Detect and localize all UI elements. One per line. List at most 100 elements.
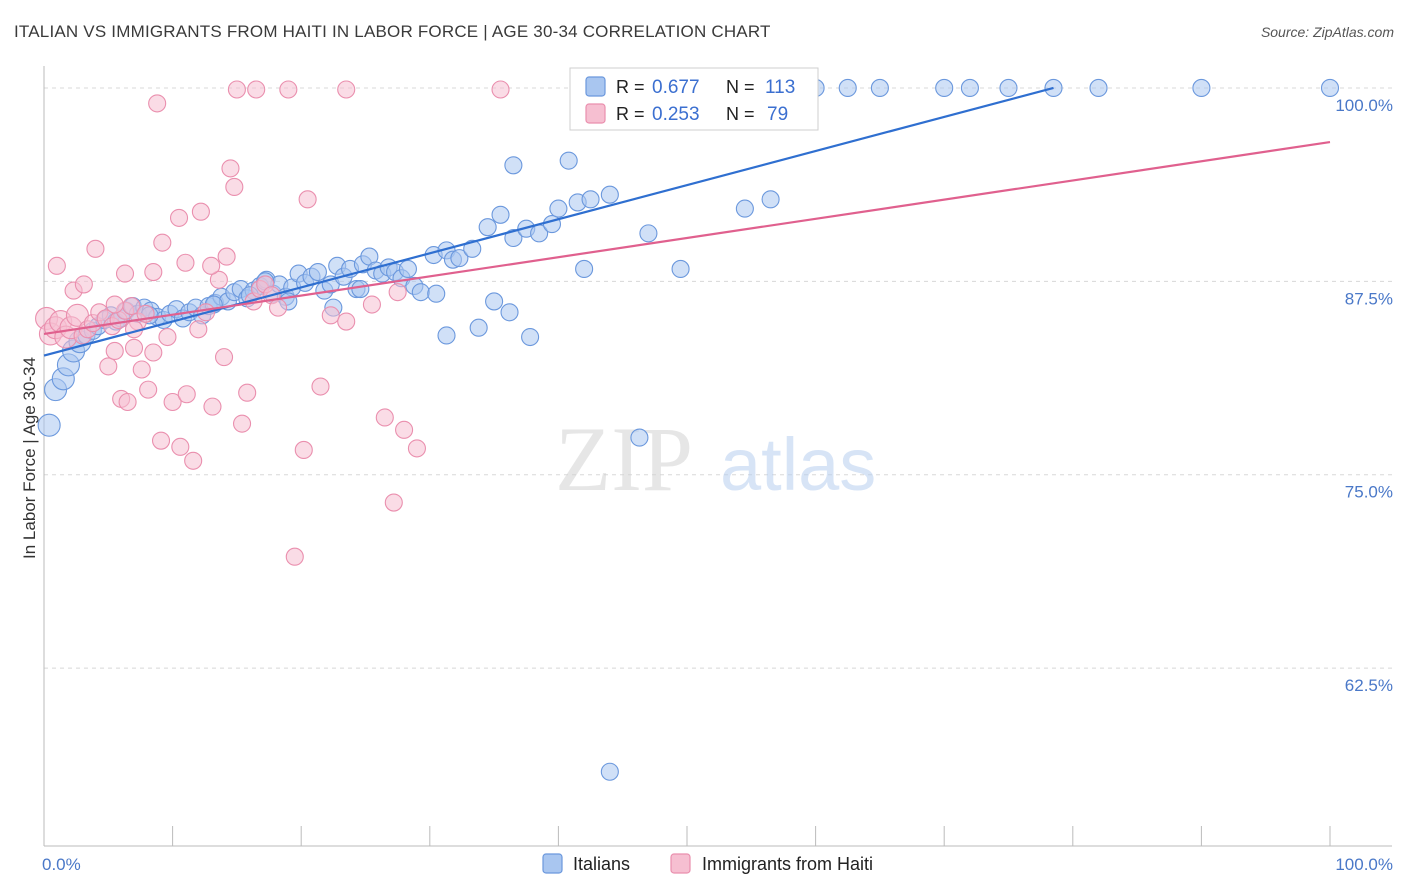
italians-point-105 <box>1089 78 1108 97</box>
haiti-point-66 <box>375 408 394 427</box>
haiti-point-60 <box>298 190 317 209</box>
haiti-point-25 <box>124 338 144 357</box>
italians-point-101 <box>935 78 954 97</box>
italians-point-82 <box>427 284 446 303</box>
trendlines <box>43 86 1331 357</box>
watermark-atlas: atlas <box>720 423 876 506</box>
x-tick-labels: 0.0% 100.0% <box>42 855 1393 874</box>
haiti-point-67 <box>388 283 407 302</box>
haiti-point-42 <box>227 80 246 99</box>
haiti-point-22 <box>105 341 124 360</box>
italians-point-57 <box>398 259 417 278</box>
bottom-legend-swatch-italians <box>542 853 563 874</box>
haiti-point-21 <box>99 357 118 376</box>
haiti-point-28 <box>144 343 163 362</box>
haiti-point-19 <box>74 275 93 294</box>
haiti-point-49 <box>269 298 288 317</box>
haiti-point-44 <box>238 383 257 402</box>
haiti-point-41 <box>225 177 244 197</box>
haiti-point-32 <box>171 437 190 456</box>
legend-r-label-haiti: R = <box>616 104 645 124</box>
trendline-haiti <box>43 141 1331 336</box>
italians-point-106 <box>1192 78 1211 97</box>
haiti-point-38 <box>209 270 228 289</box>
haiti-point-72 <box>247 80 266 99</box>
italians-point-112 <box>600 762 619 781</box>
axes <box>43 66 1392 847</box>
haiti-point-39 <box>217 247 236 266</box>
y-tick-label-2: 87.5% <box>1345 289 1393 308</box>
y-tick-label-3: 100.0% <box>1335 96 1393 115</box>
watermark: ZIP atlas <box>555 408 876 510</box>
italians-point-85 <box>485 292 504 311</box>
haiti-point-35 <box>189 320 208 339</box>
legend-n-value-haiti: 79 <box>767 104 788 125</box>
italians-point-88 <box>575 259 594 278</box>
italians-point-86 <box>500 303 519 322</box>
italians-point-0 <box>37 413 61 437</box>
haiti-point-52 <box>202 256 221 275</box>
italians-point-83 <box>437 326 456 345</box>
haiti-point-40 <box>221 159 240 178</box>
italians-point-64 <box>463 239 482 258</box>
trendline-italians <box>43 86 1054 357</box>
haiti-point-24 <box>118 392 137 412</box>
bottom-legend-label-italians: Italians <box>573 854 630 874</box>
italians-point-109 <box>761 190 780 209</box>
y-tick-labels: 62.5% 75.0% 87.5% 100.0% <box>1335 96 1393 695</box>
italians-point-74 <box>600 185 619 204</box>
haiti-point-30 <box>158 327 177 347</box>
series-haiti <box>35 80 664 566</box>
legend-r-value-haiti: 0.253 <box>652 104 700 125</box>
haiti-point-58 <box>115 264 135 283</box>
italians-point-65 <box>478 218 497 237</box>
italians-point-102 <box>960 78 979 97</box>
haiti-point-43 <box>232 414 252 433</box>
haiti-point-29 <box>151 431 171 450</box>
italians-point-89 <box>639 224 658 243</box>
haiti-point-31 <box>163 392 182 412</box>
italians-point-100 <box>870 78 889 97</box>
haiti-point-75 <box>491 80 510 99</box>
italians-point-63 <box>450 249 469 268</box>
haiti-point-50 <box>176 253 195 272</box>
haiti-point-73 <box>279 80 298 99</box>
legend-n-value-italians: 113 <box>765 77 795 98</box>
italians-point-99 <box>838 78 857 97</box>
haiti-point-69 <box>407 439 426 458</box>
y-axis-title: In Labor Force | Age 30-34 <box>20 357 39 559</box>
y-tick-label-0: 62.5% <box>1345 676 1393 695</box>
haiti-point-62 <box>311 377 330 396</box>
italians-point-90 <box>671 259 690 278</box>
haiti-point-34 <box>184 451 203 470</box>
bottom-legend-swatch-haiti <box>670 853 691 874</box>
haiti-point-51 <box>191 202 210 221</box>
italians-point-73 <box>581 190 600 209</box>
legend-r-value-italians: 0.677 <box>652 77 700 98</box>
legend-r-label-italians: R = <box>616 77 645 97</box>
haiti-point-77 <box>148 94 167 113</box>
italians-point-67 <box>504 228 523 248</box>
x-tick-label-0: 0.0% <box>42 855 81 874</box>
italians-point-70 <box>542 215 562 234</box>
haiti-point-65 <box>362 295 381 314</box>
haiti-point-74 <box>337 80 356 99</box>
haiti-point-68 <box>395 420 414 439</box>
italians-point-66 <box>491 205 510 224</box>
legend-n-label-haiti: N = <box>726 104 755 124</box>
italians-point-107 <box>1320 78 1340 97</box>
legend-swatch-italians <box>585 76 606 97</box>
haiti-point-61 <box>294 440 313 460</box>
haiti-point-53 <box>214 348 234 367</box>
haiti-point-26 <box>132 360 151 379</box>
italians-point-43 <box>308 262 327 282</box>
haiti-point-33 <box>177 385 196 404</box>
haiti-point-27 <box>139 380 158 399</box>
legend-n-label-italians: N = <box>726 77 755 97</box>
italians-point-111 <box>630 428 649 447</box>
haiti-point-78 <box>47 256 66 275</box>
italians-point-59 <box>411 283 430 302</box>
haiti-point-20 <box>86 239 105 258</box>
legend-swatch-haiti <box>585 103 606 124</box>
